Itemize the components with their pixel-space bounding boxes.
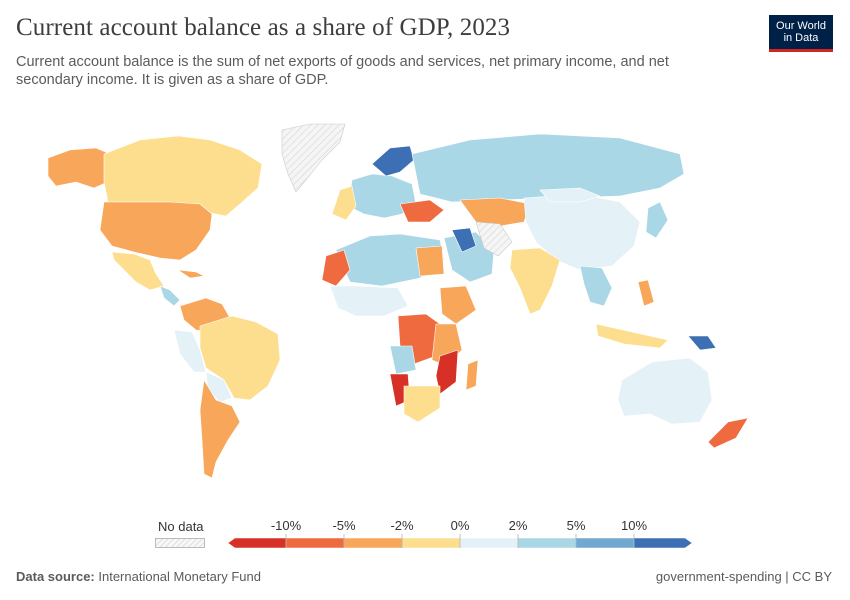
region-central-asia[interactable] [459,197,531,227]
legend-bin [227,537,287,549]
region-west-africa[interactable] [329,285,409,317]
country-iraq[interactable] [451,227,477,253]
legend-bin [575,537,635,549]
logo-line-1: Our World [776,20,826,32]
legend-tick-label: -2% [390,518,414,533]
world-map[interactable] [0,110,850,510]
country-india[interactable] [509,247,561,315]
chart-subtitle: Current account balance is the sum of ne… [16,54,669,88]
legend-bin [401,537,461,549]
legend-tick-label: -5% [332,518,356,533]
region-central-america[interactable] [159,285,181,307]
legend-color-scale: -10% -5% -2% 0% 2% 5% 10% [227,518,693,549]
country-mongolia[interactable] [539,187,601,203]
region-japan-korea[interactable] [645,201,669,239]
country-brazil[interactable] [199,315,281,401]
legend-bin [343,537,403,549]
country-australia[interactable] [617,357,713,425]
data-source-label: Data source: [16,569,95,584]
legend-bin [633,537,693,549]
country-russia[interactable] [411,133,685,203]
country-greenland[interactable] [281,123,346,193]
region-western-europe[interactable] [331,185,357,221]
region-morocco[interactable] [321,249,351,287]
data-source: Data source: International Monetary Fund [16,569,261,584]
chart-title: Current account balance as a share of GD… [16,14,511,41]
country-mexico[interactable] [111,251,165,291]
legend-tick-label: 2% [509,518,528,533]
country-mozambique[interactable] [435,349,459,395]
country-egypt[interactable] [415,245,445,277]
region-eastern-europe[interactable] [399,199,445,223]
country-alaska[interactable] [47,147,113,189]
region-middle-east[interactable] [443,231,495,283]
region-southern-cone[interactable] [199,379,241,479]
region-southern-africa[interactable] [403,385,441,423]
legend-bin [285,537,345,549]
region-southeast-asia[interactable] [579,265,613,307]
region-indonesia[interactable] [595,323,669,349]
legend-no-data-swatch [155,538,205,548]
country-papua-new-guinea[interactable] [687,335,717,351]
region-north-africa[interactable] [335,233,445,287]
country-iran[interactable] [475,221,513,257]
legend-tick-label: 10% [621,518,647,533]
country-philippines[interactable] [637,279,655,307]
logo-line-2: in Data [783,32,819,44]
region-scandinavia[interactable] [371,145,415,177]
legend-tick-label: -10% [271,518,302,533]
legend-tick-label: 0% [451,518,470,533]
region-caribbean[interactable] [177,269,205,279]
country-angola[interactable] [389,345,417,375]
data-source-name[interactable]: International Monetary Fund [98,569,261,584]
legend-bin [459,537,519,549]
attribution[interactable]: government-spending | CC BY [655,569,832,584]
legend-bin [517,537,577,549]
country-new-zealand[interactable] [707,417,749,449]
country-usa[interactable] [99,201,213,261]
country-china[interactable] [523,193,641,271]
region-horn-of-africa[interactable] [439,285,477,325]
legend-no-data-label: No data [158,519,204,534]
owid-logo[interactable]: Our World in Data [769,15,833,52]
country-madagascar[interactable] [465,359,479,391]
legend-tick-label: 5% [567,518,586,533]
